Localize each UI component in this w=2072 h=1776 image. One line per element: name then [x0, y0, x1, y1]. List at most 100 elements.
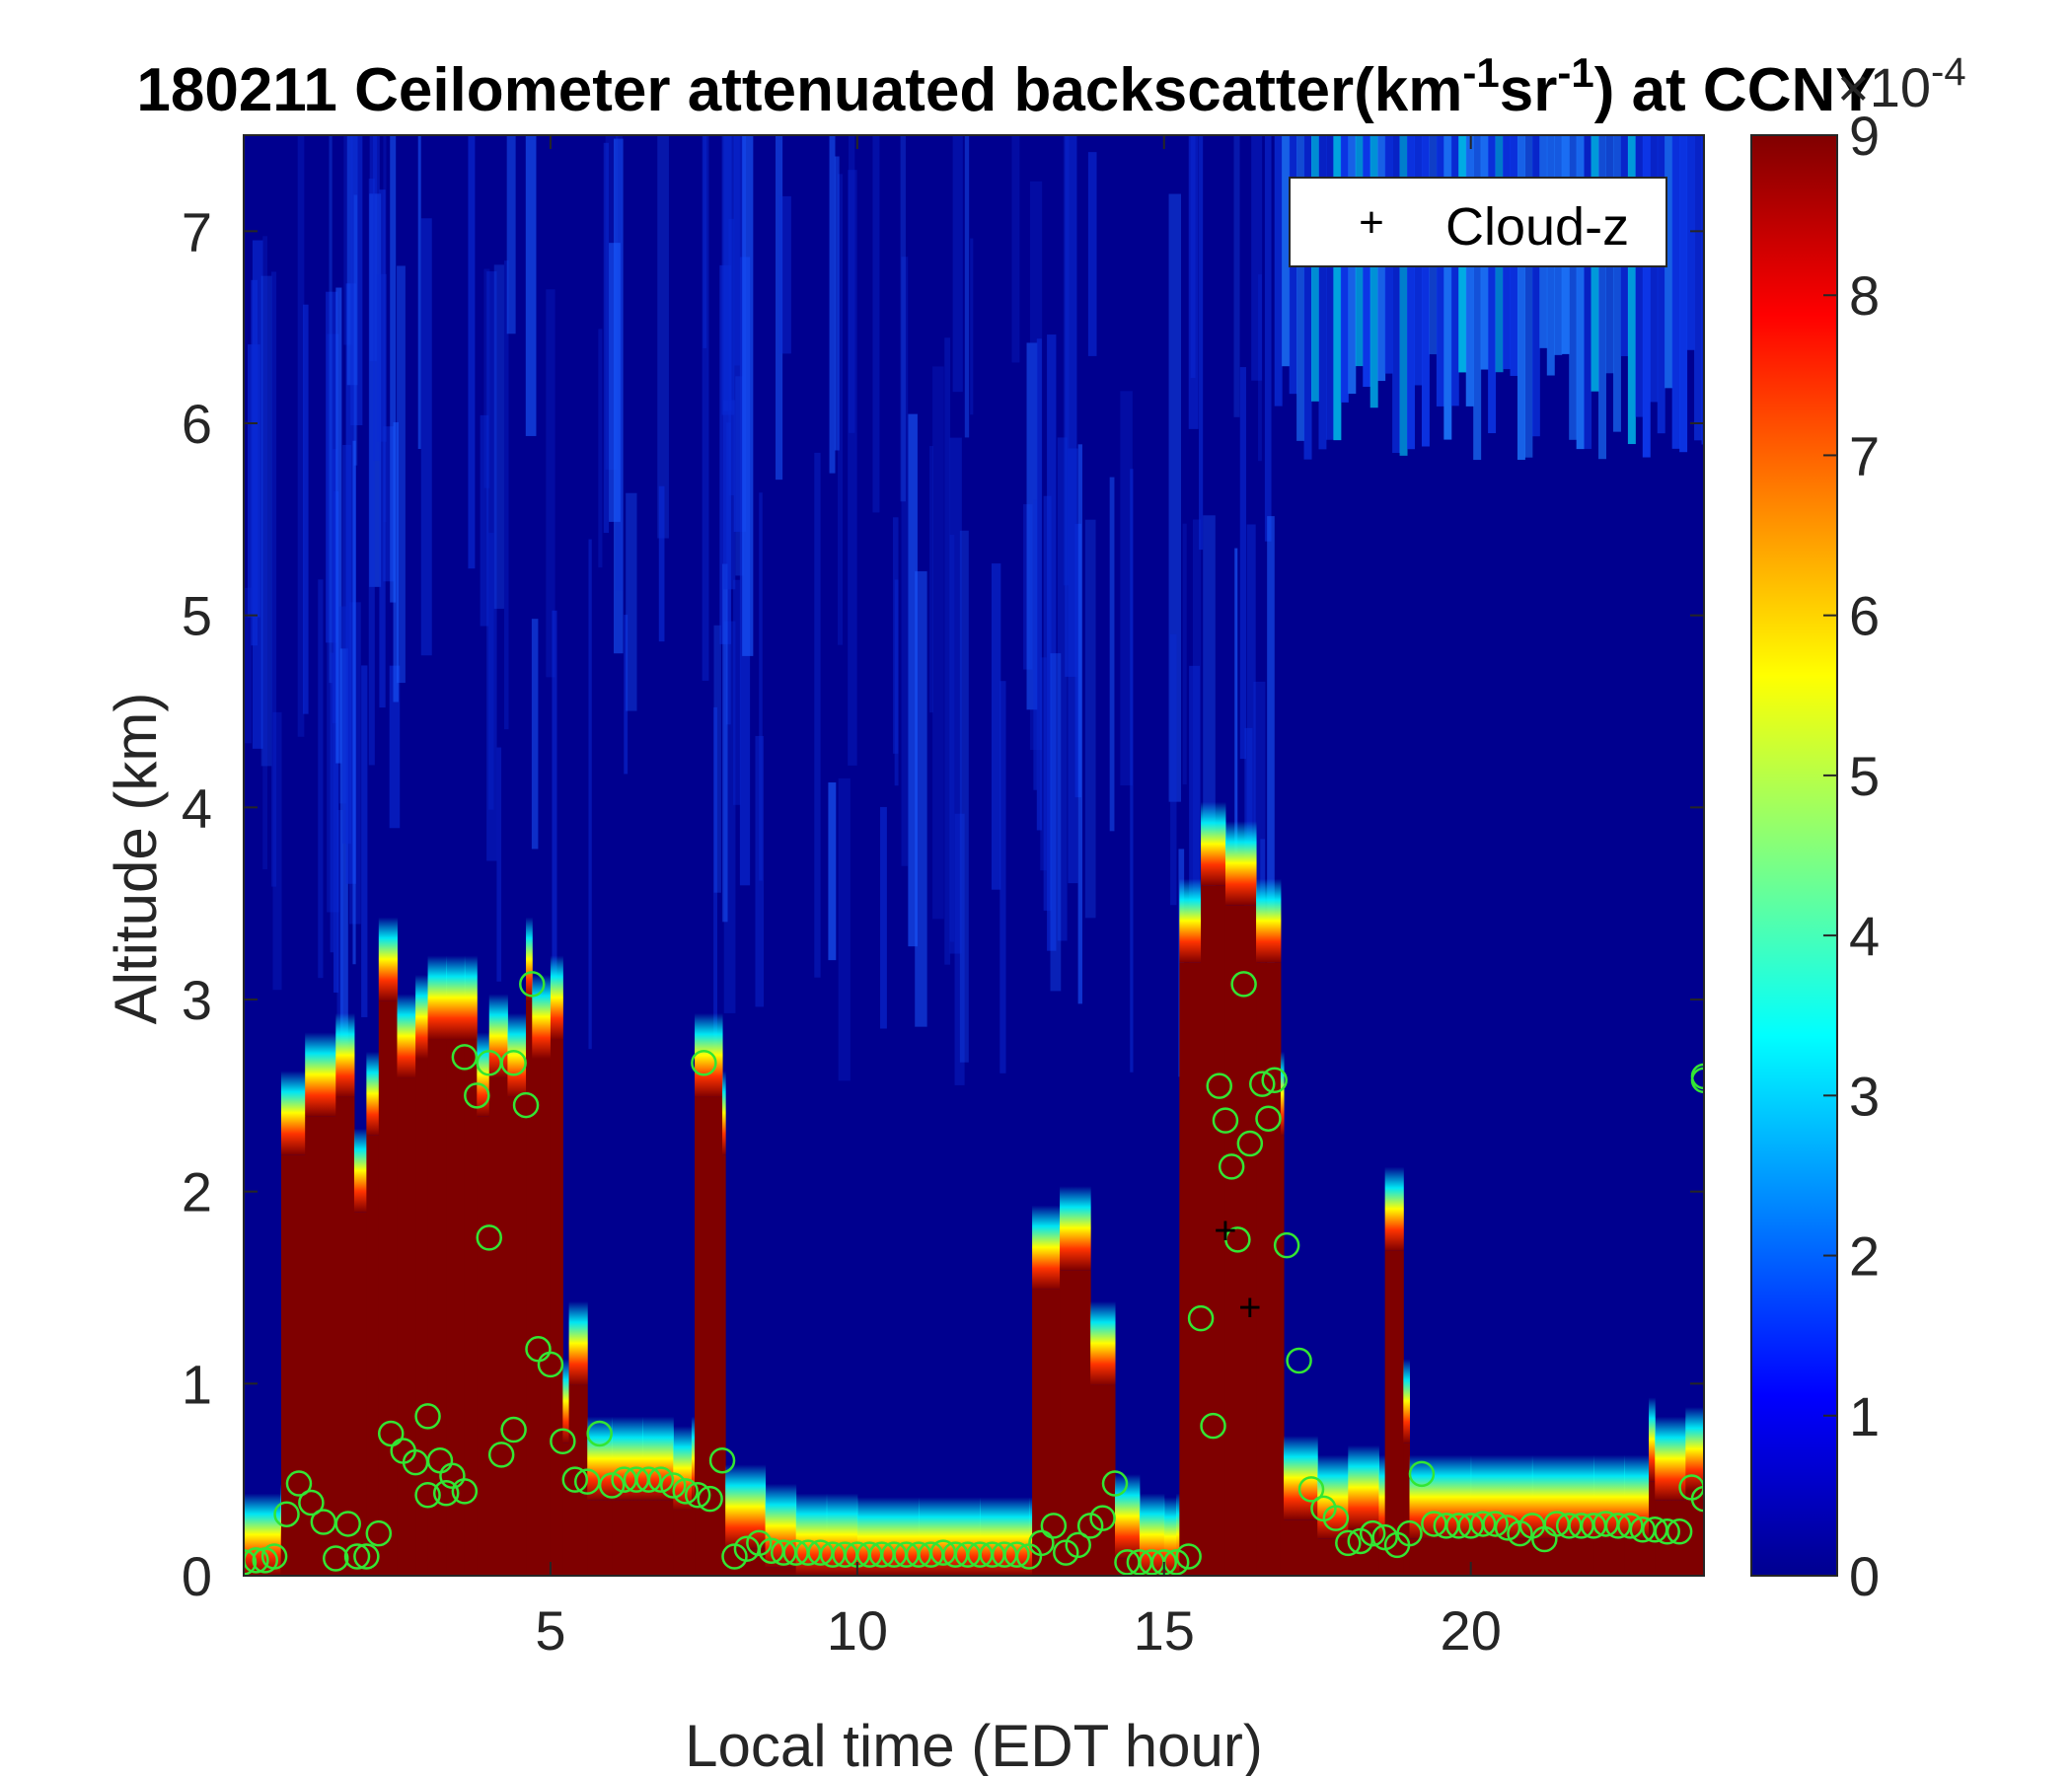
upper-cloud-column: [1517, 135, 1525, 461]
colorbar-tick-label: 5: [1849, 745, 1880, 807]
colorbar-exponent: ×10-4: [1837, 50, 1966, 118]
mixed-layer-edge: [446, 955, 466, 1040]
upper-cloud-column: [1473, 135, 1482, 461]
aerosol-streak: [1057, 437, 1068, 941]
green-circle-marker: [1469, 1511, 1497, 1537]
aerosol-streak: [944, 337, 951, 965]
aerosol-streak: [1233, 135, 1240, 417]
green-circle-marker: [285, 1470, 313, 1497]
mixed-layer-column: [415, 1059, 429, 1576]
green-circle-marker: [691, 1049, 717, 1076]
aerosol-streak: [372, 135, 380, 462]
aerosol-streak: [1040, 657, 1047, 871]
colorbar-tick-label: 4: [1849, 905, 1880, 967]
aerosol-streak: [353, 194, 358, 466]
green-circle-marker: [260, 1543, 288, 1570]
green-circle-marker: [1175, 1543, 1202, 1570]
aerosol-streak: [389, 665, 401, 829]
aerosol-streak: [350, 135, 363, 425]
mixed-layer-column: [353, 1212, 367, 1576]
upper-cloud-column: [1679, 135, 1688, 453]
aerosol-streak: [949, 437, 962, 954]
green-circle-marker: [561, 1466, 589, 1493]
aerosol-streak: [742, 135, 754, 656]
green-circle-marker: [1617, 1513, 1644, 1539]
aerosol-streak: [329, 135, 333, 684]
green-circle-marker: [414, 1403, 441, 1430]
mixed-layer-edge: [1649, 1397, 1656, 1482]
aerosol-streak: [468, 135, 476, 569]
mixed-layer-column: [280, 1567, 282, 1576]
mixed-layer-edge: [378, 917, 398, 1001]
mixed-layer-column: [1317, 1538, 1349, 1576]
aerosol-streak: [1068, 448, 1078, 884]
colorbar-tick-label: 0: [1849, 1545, 1880, 1607]
mixed-layer-column: [642, 1500, 674, 1576]
aerosol-streak: [417, 135, 421, 450]
upper-cloud-column: [1694, 135, 1703, 441]
aerosol-streak: [999, 681, 1006, 1073]
upper-cloud-column: [1686, 135, 1695, 350]
aerosol-streak: [352, 440, 356, 965]
aerosol-streak: [723, 621, 736, 1013]
upper-cloud-column: [1392, 135, 1401, 454]
green-circle-marker: [1218, 1153, 1245, 1180]
mixed-layer-edge: [1470, 1454, 1533, 1539]
green-circle-marker: [1482, 1511, 1509, 1537]
aerosol-streak: [1087, 152, 1097, 356]
y-tick-label: 5: [182, 585, 212, 647]
chart-title: 180211 Ceilometer attenuated backscatter…: [136, 49, 1876, 124]
x-tick-label: 5: [535, 1599, 565, 1662]
mixed-layer-column: [488, 1077, 508, 1576]
green-circle-marker: [512, 1091, 540, 1119]
aerosol-streak: [1033, 499, 1038, 790]
x-axis-label: Local time (EDT hour): [685, 1713, 1263, 1776]
mixed-layer-column: [691, 1500, 696, 1576]
mixed-layer-edge: [366, 1051, 380, 1136]
mixed-layer-edge: [568, 1300, 588, 1385]
green-circle-marker: [353, 1543, 380, 1570]
mixed-layer-column: [1032, 1289, 1061, 1576]
aerosol-streak: [901, 257, 909, 866]
aerosol-streak: [1130, 469, 1134, 1073]
aerosol-streak: [1189, 665, 1201, 1044]
green-circle-marker: [1297, 1476, 1325, 1503]
aerosol-streak: [814, 452, 821, 978]
mixed-layer-column: [532, 1059, 552, 1576]
aerosol-streak: [420, 218, 432, 656]
colorbar: 0 1 2 3 4 5 6 7 8 9 ×10-4: [1750, 50, 1966, 1607]
mixed-layer-edge: [464, 955, 478, 1040]
aerosol-streak: [297, 135, 305, 737]
upper-cloud-column: [1333, 135, 1342, 441]
mixed-layer-edge: [305, 1032, 336, 1117]
mixed-layer-edge: [1179, 878, 1202, 963]
mixed-layer-column: [1624, 1538, 1650, 1576]
colorbar-ticks: 0 1 2 3 4 5 6 7 8 9: [1823, 105, 1880, 1607]
upper-cloud-column: [1598, 135, 1607, 460]
mixed-layer-column: [477, 1116, 490, 1576]
green-circle-marker: [244, 1549, 258, 1576]
mixed-layer-edge: [1032, 1205, 1061, 1290]
aerosol-streak: [728, 218, 734, 495]
legend-box: [1289, 177, 1667, 267]
aerosol-streak: [755, 735, 765, 1007]
upper-cloud-column: [1318, 135, 1327, 450]
green-circle-marker: [1286, 1347, 1312, 1374]
mixed-layer-column: [1280, 1135, 1285, 1576]
mixed-layer-column: [1256, 962, 1282, 1576]
green-circle-marker: [323, 1545, 349, 1572]
aerosol-streak: [1036, 338, 1042, 831]
mixed-layer-edge: [1115, 1474, 1141, 1559]
aerosol-streak: [552, 610, 557, 1090]
colorbar-tick-label: 3: [1849, 1065, 1880, 1127]
green-circle-marker: [573, 1468, 601, 1495]
colorbar-tick-label: 1: [1849, 1385, 1880, 1447]
green-circle-marker: [1396, 1519, 1423, 1547]
aerosol-streak: [734, 135, 740, 366]
green-circle-marker: [1236, 1130, 1264, 1157]
aerosol-streak: [908, 413, 918, 947]
mixed-layer-column: [722, 1154, 726, 1576]
aerosol-streak: [759, 492, 763, 881]
aerosol-streak: [361, 665, 368, 1017]
